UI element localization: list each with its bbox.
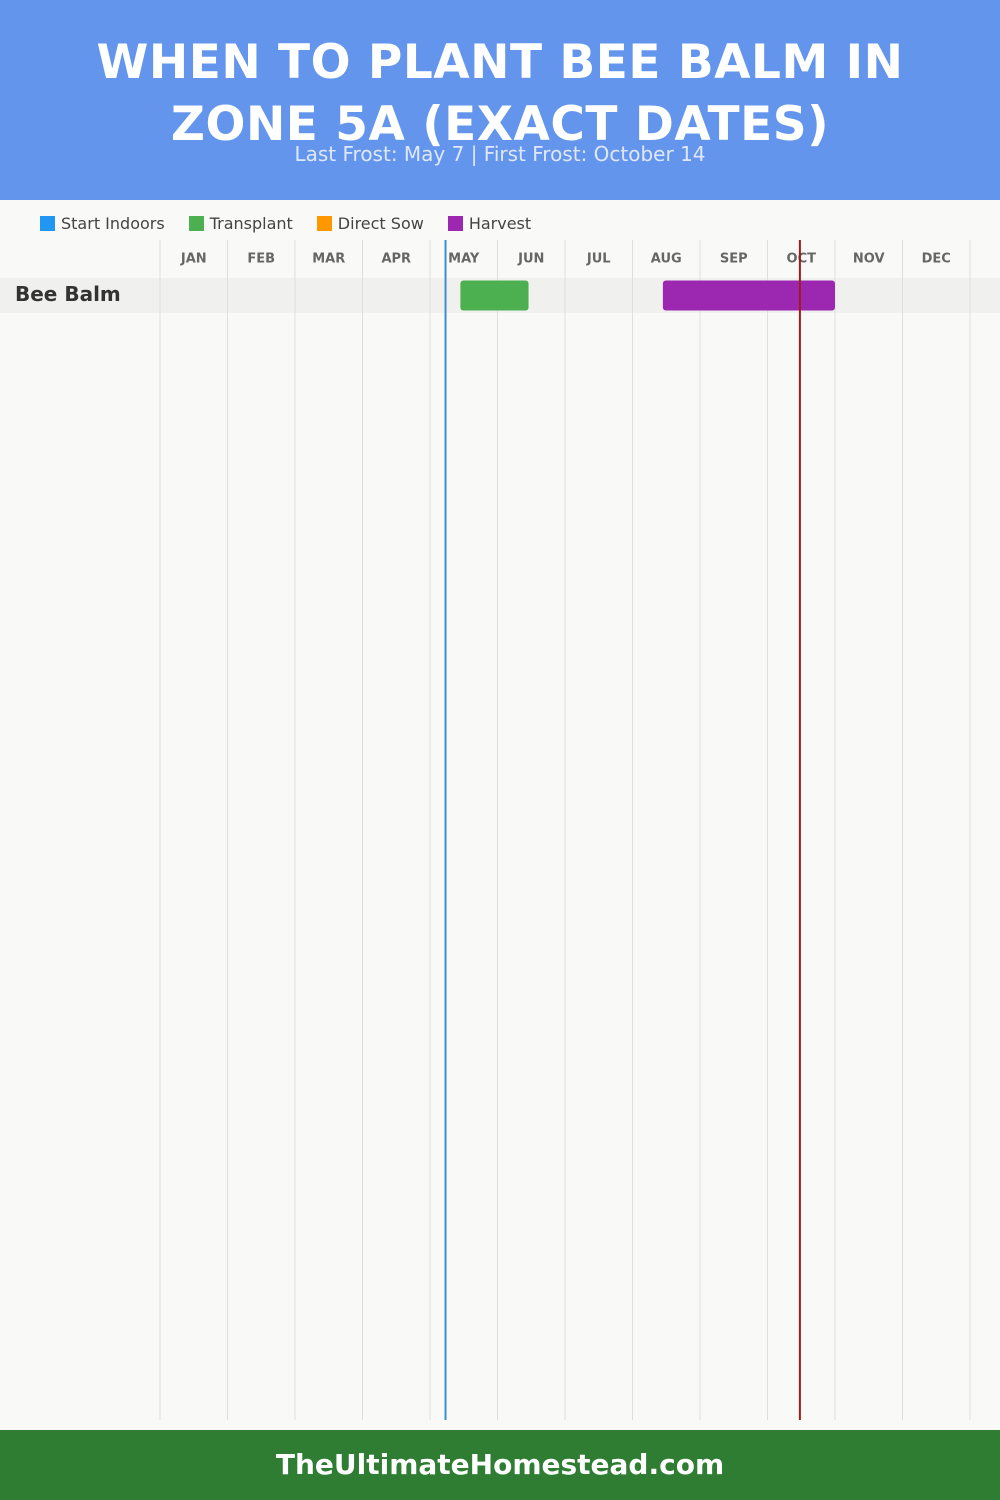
month-label: FEB bbox=[247, 252, 275, 267]
legend-label: Start Indoors bbox=[61, 214, 165, 233]
month-label: MAR bbox=[312, 252, 345, 267]
month-label: APR bbox=[381, 252, 411, 267]
month-label: DEC bbox=[922, 252, 951, 267]
month-label: JUN bbox=[517, 252, 544, 267]
legend-item: Start Indoors bbox=[40, 214, 165, 233]
row-label: Bee Balm bbox=[15, 282, 121, 306]
legend-item: Harvest bbox=[447, 214, 532, 233]
legend-item: Direct Sow bbox=[316, 214, 424, 233]
chart-subtitle: Last Frost: May 7 | First Frost: October… bbox=[294, 142, 706, 166]
legend-label: Direct Sow bbox=[337, 214, 424, 233]
legend-swatch bbox=[188, 216, 204, 231]
month-label: JUL bbox=[586, 252, 611, 267]
legend-label: Transplant bbox=[209, 214, 293, 233]
month-label: MAY bbox=[448, 252, 480, 267]
chart-title: WHEN TO PLANT BEE BALM IN ZONE 5A (EXACT… bbox=[96, 35, 904, 152]
month-label: OCT bbox=[787, 252, 817, 267]
footer: TheUltimateHomestead.com bbox=[0, 1430, 1000, 1500]
gantt-bar bbox=[662, 280, 835, 311]
month-label: NOV bbox=[853, 252, 885, 267]
legend-swatch bbox=[316, 216, 332, 231]
legend-item: Transplant bbox=[188, 214, 293, 233]
month-label: AUG bbox=[651, 252, 682, 267]
legend-label: Harvest bbox=[468, 214, 532, 233]
chart: JAN FEB MAR APR MAY JUN JUL AUG SEP OCT NOV DEC Bee … bbox=[0, 240, 1000, 1420]
legend-swatch bbox=[40, 216, 55, 231]
header: WHEN TO PLANT BEE BALM IN ZONE 5A (EXACT… bbox=[0, 0, 1000, 200]
legend: Start Indoors Transplant Direct Sow Harvest bbox=[40, 214, 531, 233]
legend-swatch bbox=[447, 216, 463, 231]
month-label: JAN bbox=[180, 252, 207, 267]
month-label: SEP bbox=[720, 252, 748, 267]
gantt-bar bbox=[460, 280, 529, 311]
